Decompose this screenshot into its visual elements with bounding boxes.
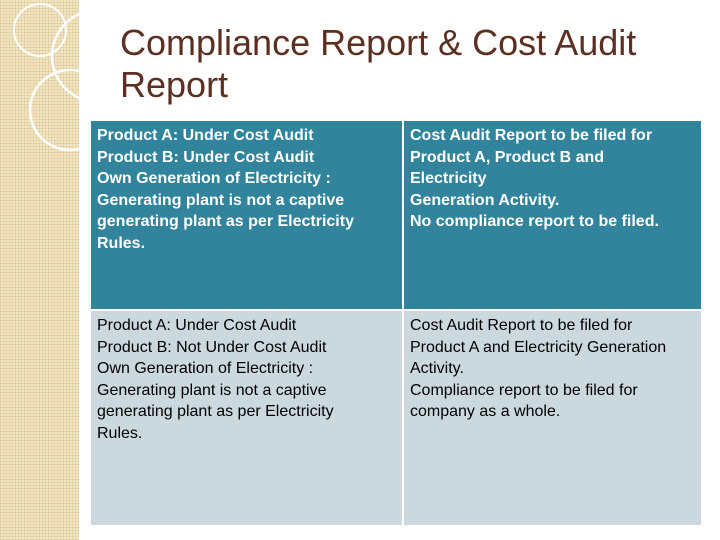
cell-line: No compliance report to be filed.	[410, 213, 659, 231]
table-row: Product A: Under Cost Audit Product B: N…	[91, 311, 701, 525]
cell-line: generating plant as per Electricity	[97, 403, 334, 421]
cell-line: Product A: Under Cost Audit	[97, 127, 314, 144]
slide-title: Compliance Report & Cost Audit Report	[120, 22, 700, 106]
cell-line: Generating plant is not a captive	[97, 191, 345, 209]
cell-line: Own Generation of Electricity :	[97, 360, 314, 378]
slide-title-line-2: Report	[120, 64, 229, 105]
cell-line: Activity.	[410, 360, 464, 378]
cell-line: Cost Audit Report to be filed for	[410, 127, 653, 144]
cell-line: Own Generation of Electricity :	[97, 170, 331, 188]
cell-line: Rules.	[97, 424, 143, 442]
table-cell-scenario: Product A: Under Cost Audit Product B: N…	[91, 311, 402, 525]
cell-line: Generation Activity.	[410, 191, 560, 209]
cell-line: company as a whole.	[410, 403, 561, 421]
slide-title-line-1: Compliance Report & Cost Audit	[120, 22, 637, 63]
cell-line: Product A: Under Cost Audit	[97, 317, 297, 334]
cell-line: Product B: Not Under Cost Audit	[97, 338, 327, 356]
table-row: Product A: Under Cost Audit Product B: U…	[91, 121, 701, 309]
cell-line: Cost Audit Report to be filed for	[410, 317, 633, 334]
compliance-table: Product A: Under Cost Audit Product B: U…	[89, 119, 703, 525]
table-cell-scenario: Product A: Under Cost Audit Product B: U…	[91, 121, 402, 309]
cell-line: Product A and Electricity Generation	[410, 338, 667, 356]
cell-line: Product A, Product B and	[410, 148, 605, 166]
cell-line: Electricity	[410, 170, 487, 188]
cell-line: Product B: Under Cost Audit	[97, 148, 315, 166]
cell-line: generating plant as per Electricity	[97, 213, 354, 231]
cell-line: Generating plant is not a captive	[97, 381, 327, 399]
cell-line: Rules.	[97, 234, 146, 252]
decorative-side-band	[0, 0, 79, 540]
cell-line: Compliance report to be filed for	[410, 381, 638, 399]
table-cell-requirement: Cost Audit Report to be filed for Produc…	[404, 121, 701, 309]
table-cell-requirement: Cost Audit Report to be filed for Produc…	[404, 311, 701, 525]
decorative-circles	[13, 3, 130, 152]
